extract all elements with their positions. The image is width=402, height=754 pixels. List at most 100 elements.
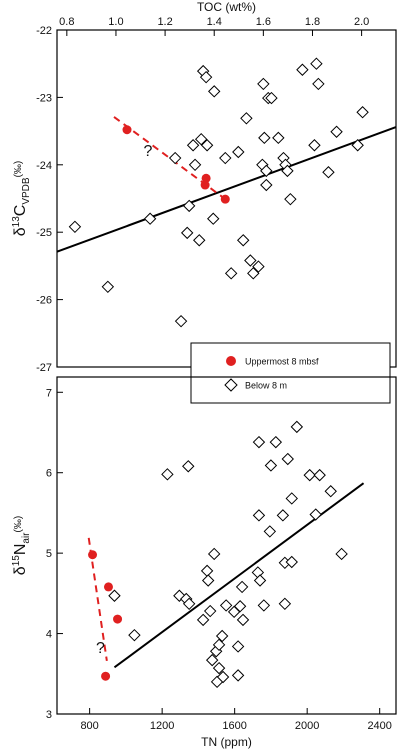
x-tick-label: 1.4	[207, 16, 222, 28]
point	[168, 151, 182, 165]
point	[224, 267, 238, 280]
y-tick-label: -27	[36, 362, 52, 374]
point	[161, 468, 174, 481]
point	[356, 106, 369, 119]
point	[219, 151, 232, 165]
point	[310, 57, 323, 70]
point	[180, 226, 194, 240]
point	[309, 508, 322, 521]
point	[233, 600, 247, 613]
point	[212, 661, 226, 675]
plot-frame	[56, 376, 397, 715]
point	[335, 547, 348, 561]
point	[308, 139, 321, 152]
y-tick-label: -26	[36, 295, 52, 307]
point	[200, 564, 214, 578]
x-tick-label: 1.6	[256, 16, 271, 28]
y-label-subscript: VPDB	[21, 177, 32, 205]
y-label-element: N	[12, 544, 29, 556]
trend-line	[87, 537, 108, 662]
point	[260, 164, 273, 178]
point	[200, 139, 214, 152]
point	[253, 574, 267, 587]
y-tick-label: -25	[36, 227, 52, 239]
y-axis-label: δ15Nair(‰)	[11, 516, 32, 575]
x-axis-label: TOC (wt%)	[197, 0, 256, 14]
point	[285, 492, 298, 505]
point	[186, 139, 200, 152]
point	[263, 525, 277, 538]
point	[276, 509, 290, 522]
y-tick-label: 6	[46, 468, 52, 480]
point	[247, 267, 260, 280]
legend-box	[190, 342, 391, 404]
x-tick-label: 1.8	[305, 16, 320, 28]
y-label-element: C	[12, 205, 29, 217]
point	[101, 280, 115, 294]
point	[212, 638, 226, 652]
point	[330, 125, 343, 138]
point	[322, 166, 335, 179]
x-tick-label: 1.0	[108, 16, 123, 28]
y-label-unit: (‰)	[13, 161, 24, 178]
point	[68, 220, 82, 234]
point	[220, 194, 230, 204]
legend-marker	[224, 378, 238, 392]
y-tick-label: -22	[36, 25, 52, 37]
point	[182, 460, 195, 473]
point	[128, 628, 141, 642]
point	[324, 485, 337, 498]
point	[203, 604, 217, 618]
y-tick-label: 3	[46, 709, 52, 721]
trend-line	[56, 126, 397, 253]
y-tick-label: -23	[36, 92, 52, 104]
trend-line	[113, 482, 365, 669]
point	[252, 509, 266, 522]
y-tick-label: 4	[46, 629, 52, 641]
point	[216, 670, 230, 684]
y-label-unit: (‰)	[13, 516, 24, 533]
x-tick-label: 2.0	[354, 16, 369, 28]
point	[113, 614, 123, 624]
point	[174, 314, 188, 328]
legend-marker	[226, 356, 236, 366]
point	[219, 599, 233, 612]
y-label-symbol: δ	[12, 566, 29, 575]
legend-label: Below 8 m	[245, 381, 287, 391]
point	[313, 468, 326, 482]
point	[236, 234, 250, 247]
point	[196, 613, 210, 627]
point	[201, 173, 211, 183]
y-tick-label: 5	[46, 548, 52, 560]
point	[200, 180, 210, 190]
point	[236, 613, 250, 627]
annotation: ?	[143, 143, 152, 160]
point	[281, 164, 294, 178]
point	[232, 145, 245, 159]
x-axis-label: TN (ppm)	[201, 735, 252, 749]
x-tick-label: 0.8	[59, 16, 74, 28]
annotation: ?	[96, 640, 105, 657]
x-tick-label: 1.2	[157, 16, 172, 28]
x-tick-label: 800	[80, 720, 98, 732]
point	[235, 580, 249, 594]
point	[278, 597, 292, 611]
x-tick-label: 2000	[295, 720, 319, 732]
point	[201, 574, 215, 587]
point	[290, 420, 304, 434]
point	[231, 640, 245, 653]
point	[182, 199, 196, 213]
point	[244, 254, 257, 267]
point	[207, 212, 220, 225]
point	[188, 158, 202, 172]
point	[260, 178, 273, 192]
point	[264, 459, 278, 472]
point	[205, 653, 219, 667]
point	[269, 435, 283, 449]
point	[284, 192, 297, 206]
y-label-symbol: δ	[12, 227, 29, 236]
point	[272, 131, 285, 145]
x-tick-label: 1600	[222, 720, 246, 732]
y-tick-label: -24	[36, 160, 52, 172]
